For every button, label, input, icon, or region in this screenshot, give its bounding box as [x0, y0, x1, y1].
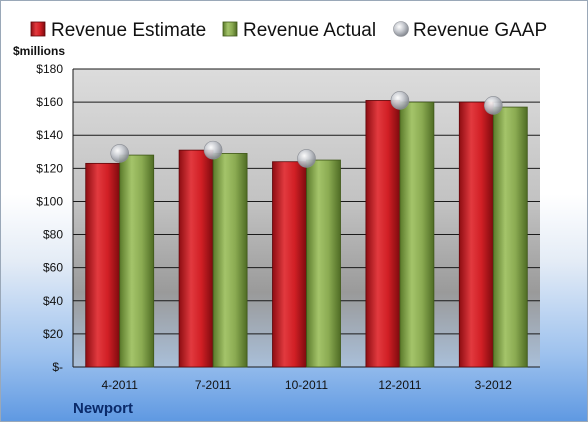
bar-revenue-estimate [85, 162, 121, 368]
bar-revenue-actual [119, 154, 155, 368]
bar-revenue-estimate [365, 100, 401, 368]
bar-revenue-actual [492, 106, 528, 368]
marker-revenue-gaap [203, 140, 223, 160]
marker-revenue-gaap [483, 96, 503, 115]
legend-swatch [393, 21, 409, 37]
x-axis: 4-2011 7-2011 10-2011 12-2011 3-2012 [101, 378, 512, 392]
bar-revenue-estimate [272, 161, 307, 368]
marker-revenue-gaap [110, 144, 129, 163]
x-tick-label: 12-2011 [378, 378, 421, 392]
y-tick-label: $120 [36, 161, 63, 175]
y-tick-label: $80 [43, 228, 63, 242]
y-tick-label: $140 [36, 128, 63, 142]
y-tick-label: $180 [36, 62, 63, 76]
legend-label: Revenue Actual [243, 20, 376, 41]
x-tick-label: 10-2011 [285, 378, 328, 392]
legend-swatch [30, 21, 46, 37]
y-tick-label: $60 [43, 261, 63, 275]
y-tick-label: $100 [36, 194, 63, 208]
legend-label: Revenue Estimate [51, 20, 206, 41]
marker-revenue-gaap [297, 149, 316, 168]
legend-label: Revenue GAAP [413, 20, 547, 41]
x-tick-label: 4-2011 [101, 378, 138, 392]
legend: Revenue Estimate Revenue Actual Revenue GA… [30, 20, 547, 41]
bar-revenue-estimate [178, 149, 214, 368]
marker-revenue-gaap [390, 91, 410, 110]
y-tick-label: $20 [43, 327, 63, 341]
y-unit-label: $millions [13, 44, 65, 58]
legend-swatch [222, 21, 238, 37]
y-axis: $- $20 $40 $60 $80 $100 $120 $140 $160 $180 [36, 62, 74, 374]
y-tick-label: $- [52, 360, 63, 374]
bar-revenue-actual [212, 153, 248, 368]
y-tick-label: $160 [36, 95, 63, 109]
company-name: Newport [73, 400, 133, 417]
bar-revenue-estimate [458, 101, 494, 368]
y-tick-label: $40 [43, 294, 63, 308]
bar-revenue-actual [306, 159, 341, 368]
x-tick-label: 7-2011 [195, 378, 232, 392]
gaap-markers [110, 91, 503, 168]
bar-revenue-actual [399, 101, 435, 368]
x-tick-label: 3-2012 [475, 378, 513, 392]
bars [85, 100, 528, 368]
